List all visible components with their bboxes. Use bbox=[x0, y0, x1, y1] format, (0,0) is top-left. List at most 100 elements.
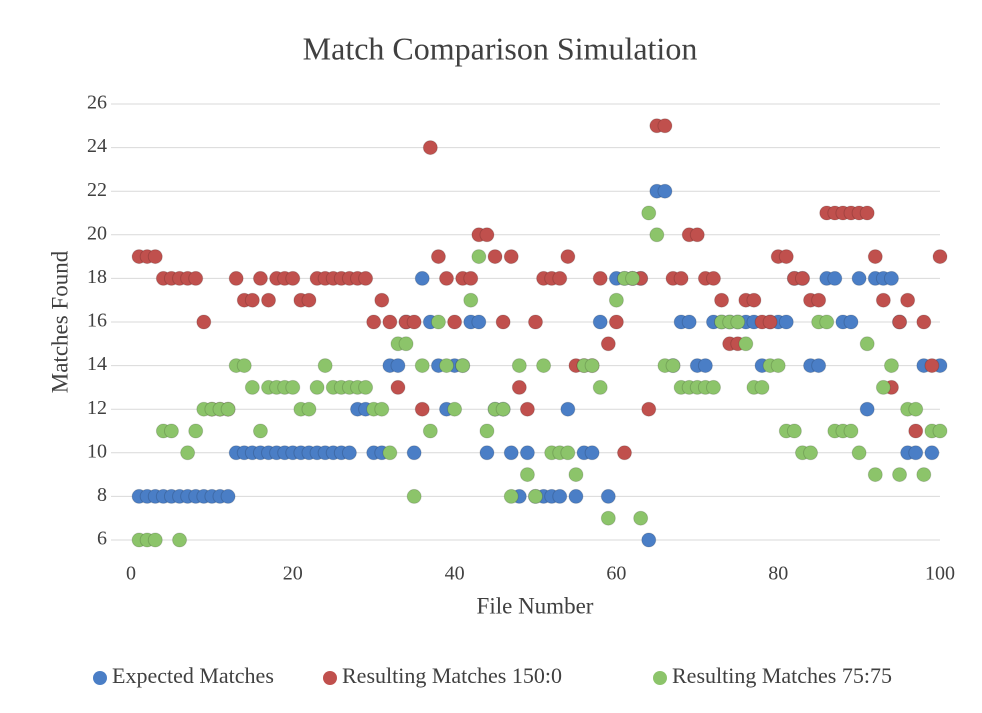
legend-marker bbox=[93, 671, 107, 685]
point bbox=[932, 249, 948, 265]
point bbox=[196, 314, 212, 330]
point bbox=[592, 379, 608, 395]
point bbox=[519, 445, 535, 461]
point bbox=[285, 379, 301, 395]
point bbox=[746, 292, 762, 308]
y-tick-label: 10 bbox=[87, 440, 107, 462]
point bbox=[673, 270, 689, 286]
point bbox=[689, 227, 705, 243]
y-tick-label: 20 bbox=[87, 222, 107, 244]
point bbox=[851, 270, 867, 286]
point bbox=[616, 445, 632, 461]
point bbox=[244, 292, 260, 308]
point bbox=[463, 292, 479, 308]
y-tick-label: 26 bbox=[87, 92, 107, 114]
point bbox=[503, 445, 519, 461]
legend-marker bbox=[323, 671, 337, 685]
point bbox=[924, 445, 940, 461]
point bbox=[908, 445, 924, 461]
point bbox=[390, 358, 406, 374]
point bbox=[414, 270, 430, 286]
point bbox=[592, 270, 608, 286]
point bbox=[252, 270, 268, 286]
point bbox=[479, 227, 495, 243]
point bbox=[301, 401, 317, 417]
point bbox=[180, 445, 196, 461]
point bbox=[528, 314, 543, 330]
point bbox=[843, 423, 859, 439]
point bbox=[479, 423, 495, 439]
point bbox=[657, 183, 673, 199]
x-tick-label: 40 bbox=[445, 563, 465, 585]
legend-label: Expected Matches bbox=[112, 663, 274, 688]
y-tick-label: 8 bbox=[97, 484, 107, 506]
point bbox=[382, 445, 398, 461]
point bbox=[301, 292, 317, 308]
point bbox=[439, 358, 455, 374]
point bbox=[536, 358, 552, 374]
point bbox=[641, 205, 657, 221]
legend-label: Resulting Matches 75:75 bbox=[672, 663, 892, 688]
point bbox=[665, 358, 681, 374]
point bbox=[471, 249, 487, 265]
point bbox=[641, 532, 657, 548]
point bbox=[697, 358, 713, 374]
point bbox=[455, 358, 471, 374]
point bbox=[811, 358, 827, 374]
y-tick-label: 24 bbox=[87, 135, 107, 157]
point bbox=[317, 358, 333, 374]
point bbox=[867, 249, 883, 265]
point bbox=[487, 249, 503, 265]
point bbox=[341, 445, 357, 461]
point bbox=[811, 292, 827, 308]
x-tick-label: 100 bbox=[925, 563, 955, 585]
legend-label: Resulting Matches 150:0 bbox=[342, 663, 562, 688]
x-axis-label: File Number bbox=[477, 593, 594, 618]
x-tick-label: 0 bbox=[126, 563, 136, 585]
point bbox=[827, 270, 843, 286]
point bbox=[447, 401, 463, 417]
point bbox=[358, 379, 374, 395]
point bbox=[552, 488, 568, 504]
point bbox=[600, 488, 616, 504]
y-tick-label: 6 bbox=[97, 528, 107, 550]
point bbox=[843, 314, 859, 330]
point bbox=[398, 336, 414, 352]
point bbox=[503, 249, 519, 265]
point bbox=[309, 379, 325, 395]
point bbox=[560, 249, 576, 265]
point bbox=[479, 445, 495, 461]
point bbox=[560, 401, 576, 417]
point bbox=[374, 401, 390, 417]
point bbox=[859, 401, 875, 417]
point bbox=[600, 336, 616, 352]
point bbox=[503, 488, 519, 504]
point bbox=[859, 336, 875, 352]
point bbox=[924, 358, 940, 374]
point bbox=[414, 358, 430, 374]
point bbox=[819, 314, 835, 330]
point bbox=[236, 358, 252, 374]
y-tick-label: 12 bbox=[87, 397, 107, 419]
point bbox=[883, 358, 899, 374]
point bbox=[220, 401, 236, 417]
point bbox=[875, 379, 891, 395]
point bbox=[892, 467, 908, 483]
point bbox=[244, 379, 260, 395]
point bbox=[495, 314, 511, 330]
point bbox=[511, 358, 527, 374]
point bbox=[228, 270, 244, 286]
chart-title: Match Comparison Simulation bbox=[303, 30, 698, 66]
point bbox=[916, 467, 932, 483]
point bbox=[406, 445, 422, 461]
point bbox=[883, 270, 899, 286]
y-tick-label: 22 bbox=[87, 179, 107, 201]
point bbox=[163, 423, 179, 439]
point bbox=[705, 270, 721, 286]
point bbox=[568, 467, 584, 483]
point bbox=[519, 467, 535, 483]
x-tick-label: 20 bbox=[283, 563, 303, 585]
point bbox=[463, 270, 479, 286]
point bbox=[592, 314, 608, 330]
point bbox=[770, 358, 786, 374]
